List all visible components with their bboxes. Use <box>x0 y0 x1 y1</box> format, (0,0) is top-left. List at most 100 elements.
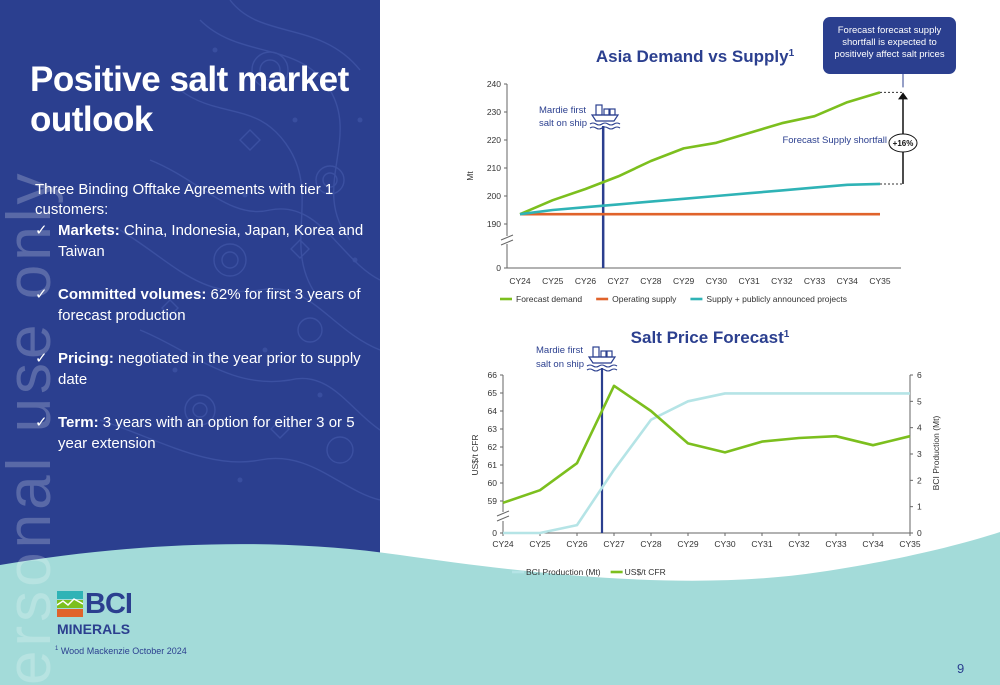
chart2-y-tick-label-left: 65 <box>488 388 498 398</box>
chart2-x-tick-label: CY29 <box>677 539 699 549</box>
ship-wave <box>589 126 621 130</box>
chart2-title: Salt Price Forecast1 <box>631 328 790 347</box>
chart2-series-line-0 <box>503 392 910 535</box>
bullet-label: Markets: <box>58 222 120 239</box>
chart1-mardie-label: salt on ship <box>539 118 587 129</box>
chart1-x-tick-label: CY34 <box>837 276 859 286</box>
chart2-x-tick-label: CY26 <box>566 539 588 549</box>
chart1-x-tick-label: CY26 <box>575 276 597 286</box>
chart2-y-axis-label-left: US$/t CFR <box>470 434 480 475</box>
bullet-text: 3 years with an option for either 3 or 5… <box>58 414 355 452</box>
chart2-mardie-label: salt on ship <box>536 359 584 370</box>
chart1-y-tick-label: 190 <box>487 219 501 229</box>
chart2-y-tick-label-right: 2 <box>917 475 922 485</box>
bullet-markets: ✓ Markets: China, Indonesia, Japan, Korea… <box>35 220 365 262</box>
ship-wave <box>586 368 618 372</box>
chart1-y-tick-label: 200 <box>487 191 501 201</box>
logo-minerals-text: MINERALS <box>57 621 131 637</box>
ship-container <box>600 350 607 358</box>
chart1-x-tick-label: CY29 <box>673 276 695 286</box>
logo-bci-text: BCI <box>85 588 133 620</box>
chart1-x-tick-label: CY24 <box>509 276 531 286</box>
chart2-x-tick-label: CY35 <box>899 539 921 549</box>
check-icon: ✓ <box>35 414 48 431</box>
chart2-x-tick-label: CY32 <box>788 539 810 549</box>
ship-wave <box>589 122 621 126</box>
chart1-y-tick-label: 240 <box>487 79 501 89</box>
chart2-y-tick-label-left: 64 <box>488 406 498 416</box>
chart2-x-tick-label: CY34 <box>862 539 884 549</box>
logo-mark-icon <box>57 591 83 617</box>
chart1-x-tick-label: CY30 <box>706 276 728 286</box>
bullet-term: ✓ Term: 3 years with an option for either… <box>35 412 365 454</box>
chart2-x-tick-label: CY27 <box>603 539 625 549</box>
chart1-series-line-0 <box>519 91 881 216</box>
chart2-mardie-label: Mardie first <box>536 345 583 356</box>
ship-icon <box>589 104 621 130</box>
chart2-y-tick-label-left: 60 <box>488 478 498 488</box>
chart1-legend-label: Operating supply <box>612 294 677 304</box>
footnote-marker: 1 <box>55 646 59 652</box>
chart2-y-tick-label-left: 66 <box>488 370 498 380</box>
bullet-label: Pricing: <box>58 350 114 367</box>
chart1-y-tick-label: 210 <box>487 163 501 173</box>
chart2-legend-label: US$/t CFR <box>625 567 666 577</box>
page-number: 9 <box>957 661 965 676</box>
chart1-x-tick-label: CY32 <box>771 276 793 286</box>
check-icon: ✓ <box>35 222 48 239</box>
bullet-text: 62% for first 3 years of forecast produc… <box>58 286 361 324</box>
chart2-y-tick-label-right: 1 <box>917 502 922 512</box>
chart1-shortfall-label: Forecast Supply shortfall <box>782 135 887 146</box>
check-icon: ✓ <box>35 350 48 367</box>
check-icon: ✓ <box>35 286 48 303</box>
bullet-text: China, Indonesia, Japan, Korea and Taiwa… <box>58 222 364 260</box>
chart2-x-tick-label: CY28 <box>640 539 662 549</box>
chart1-mardie-label: Mardie first <box>539 105 586 116</box>
chart1-series-line-2 <box>519 182 881 216</box>
chart1-x-tick-label: CY33 <box>804 276 826 286</box>
chart1-y-axis-label: Mt <box>465 171 475 181</box>
chart1-x-tick-label: CY25 <box>542 276 564 286</box>
ship-icon <box>586 346 618 372</box>
chart2-y-tick-label-right: 6 <box>917 370 922 380</box>
chart2-y-tick-label-right: 4 <box>917 423 922 433</box>
ship-bridge <box>592 346 600 358</box>
chart1-shortfall-arrowhead <box>898 92 908 100</box>
ship-container <box>606 350 613 358</box>
chart2-y-tick-label-right: 5 <box>917 396 922 406</box>
chart2-y-tick-label-right: 0 <box>917 528 922 538</box>
axis-break-mark <box>496 515 510 522</box>
chart1-x-tick-label: CY31 <box>738 276 760 286</box>
footnote-text: Wood Mackenzie October 2024 <box>58 646 187 656</box>
ship-wave <box>586 364 618 368</box>
bullet-pricing: ✓ Pricing: negotiated in the year prior t… <box>35 348 365 390</box>
chart2-x-tick-label: CY30 <box>714 539 736 549</box>
axis-break-mark <box>496 510 510 517</box>
bci-minerals-logo: BCI MINERALS <box>57 588 137 641</box>
chart2-x-tick-label: CY31 <box>751 539 773 549</box>
bullet-committed-volumes: ✓ Committed volumes: 62% for first 3 year… <box>35 284 365 326</box>
chart1-legend-label: Forecast demand <box>516 294 582 304</box>
bullet-label: Term: <box>58 414 99 431</box>
chart2-y-tick-label-left: 61 <box>488 460 498 470</box>
chart2-y-tick-label-left: 63 <box>488 424 498 434</box>
decorative-pattern <box>99 0 380 501</box>
axis-break-mark <box>500 239 514 246</box>
chart2-y-tick-label-left: 59 <box>488 496 498 506</box>
chart1-y-tick-label: 220 <box>487 135 501 145</box>
chart1-legend-label: Supply + publicly announced projects <box>706 294 847 304</box>
chart2-y-axis-label-right: BCI Production (Mt) <box>931 416 941 491</box>
shortfall-callout: Forecast forecast supply shortfall is ex… <box>823 17 956 74</box>
ship-bridge <box>595 104 603 116</box>
chart1-x-tick-label: CY27 <box>608 276 630 286</box>
footnote: 1 Wood Mackenzie October 2024 <box>55 646 187 656</box>
chart2-series-line-1 <box>502 384 911 505</box>
chart2-y-tick-label-left: 62 <box>488 442 498 452</box>
chart1-shortfall-badge <box>888 133 918 153</box>
ship-hull <box>587 356 617 364</box>
chart1-title: Asia Demand vs Supply1 <box>596 47 795 66</box>
chart2-x-tick-label: CY25 <box>529 539 551 549</box>
slide-title: Positive salt market outlook <box>30 60 349 139</box>
